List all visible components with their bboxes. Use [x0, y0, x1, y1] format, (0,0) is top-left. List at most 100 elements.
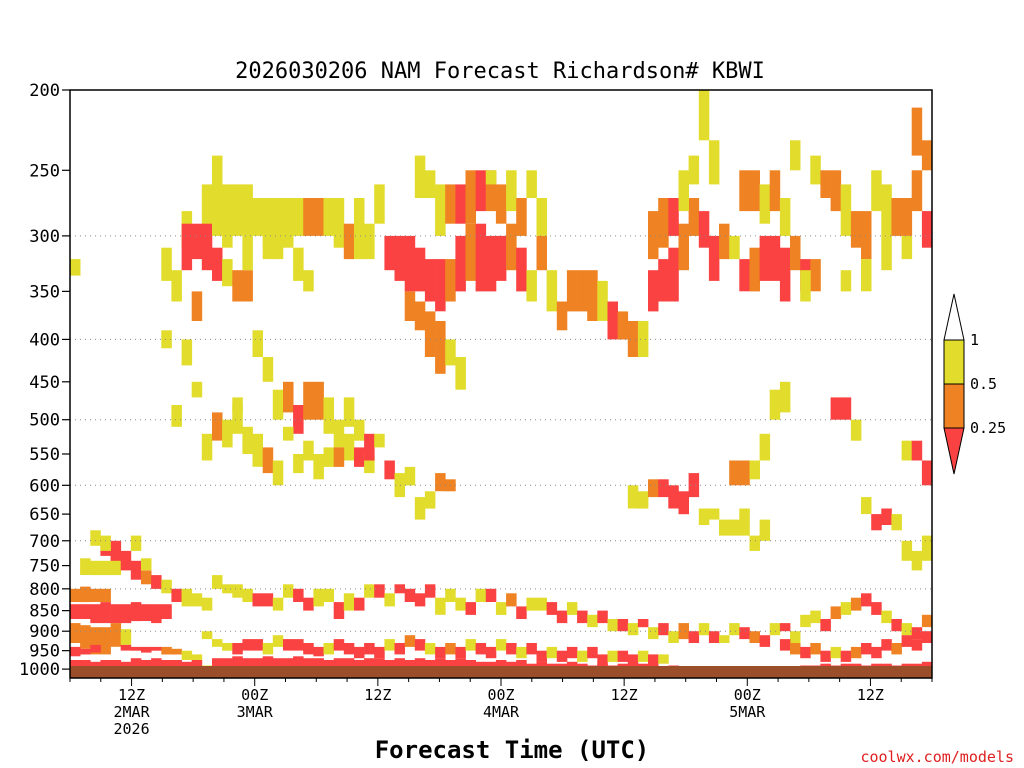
heatmap-cell	[293, 639, 304, 651]
heatmap-cell	[455, 357, 466, 390]
heatmap-cell	[485, 588, 497, 602]
heatmap-cell	[313, 381, 324, 420]
heatmap-cell	[455, 646, 466, 659]
heatmap-cell	[313, 198, 324, 236]
heatmap-cell	[242, 658, 253, 666]
heatmap-cell	[455, 597, 466, 611]
heatmap-cell	[110, 540, 122, 561]
heatmap-cell	[435, 646, 446, 659]
heatmap-cell	[191, 660, 203, 666]
heatmap-cell	[719, 223, 730, 260]
heatmap-cell	[607, 619, 618, 632]
heatmap-cell	[343, 223, 355, 260]
heatmap-cell	[840, 270, 852, 292]
heatmap-cell	[191, 291, 203, 321]
legend-swatch-top-arrow	[943, 293, 965, 341]
heatmap-cell	[810, 665, 821, 666]
heatmap-cell	[536, 235, 547, 271]
heatmap-cell	[901, 623, 913, 636]
heatmap-cell	[800, 665, 811, 666]
heatmap-cell	[850, 597, 862, 611]
y-tick-label: 200	[29, 81, 60, 101]
heatmap-cell	[424, 259, 436, 302]
heatmap-cell	[110, 660, 122, 666]
heatmap-cell	[293, 247, 304, 281]
heatmap-cell	[891, 198, 902, 236]
heatmap-cell	[181, 661, 193, 666]
heatmap-cell	[272, 198, 284, 260]
heatmap-cell	[688, 473, 700, 498]
heatmap-cell	[364, 584, 375, 598]
heatmap-cell	[272, 460, 284, 486]
heatmap-cell	[759, 635, 771, 647]
heatmap-cell	[506, 643, 517, 655]
heatmap-cell	[729, 519, 740, 536]
heatmap-cell	[465, 170, 476, 224]
heatmap-cell	[607, 650, 618, 662]
heatmap-cell	[130, 535, 142, 551]
heatmap-cell	[272, 635, 284, 647]
heatmap-cell	[141, 604, 152, 621]
heatmap-cell	[374, 433, 385, 448]
heatmap-cell	[303, 198, 314, 236]
heatmap-cell	[698, 211, 710, 248]
y-tick-label: 700	[29, 532, 60, 552]
heatmap-cell	[283, 198, 294, 248]
heatmap-cell	[536, 198, 547, 236]
heatmap-cell	[465, 639, 476, 651]
ground-surface	[70, 666, 932, 678]
chart-title: 2026030206 NAM Forecast Richardson# KBWI	[235, 59, 765, 84]
heatmap-cell	[201, 433, 213, 461]
heatmap-cell	[587, 665, 598, 666]
heatmap-cell	[374, 584, 385, 598]
heatmap-cell	[840, 650, 852, 662]
heatmap-cell	[871, 646, 882, 659]
heatmap-cell	[861, 211, 872, 260]
heatmap-cell	[232, 270, 243, 302]
heatmap-cell	[354, 198, 365, 236]
heatmap-cell	[262, 656, 274, 666]
heatmap-cell	[536, 661, 547, 666]
heatmap-cell	[303, 643, 314, 655]
heatmap-cell	[769, 389, 781, 420]
heatmap-cell	[668, 485, 679, 509]
heatmap-cell	[871, 170, 882, 212]
heatmap-cell	[637, 663, 649, 666]
heatmap-cell	[739, 627, 750, 640]
heatmap-cell	[70, 646, 81, 657]
heatmap-cell	[110, 604, 122, 624]
heatmap-cell	[850, 663, 862, 666]
heatmap-cell	[901, 635, 913, 647]
heatmap-cell	[911, 440, 923, 461]
heatmap-cell	[252, 198, 263, 236]
y-tick-label: 250	[29, 161, 60, 181]
heatmap-cell	[607, 665, 618, 666]
heatmap-cell	[455, 658, 466, 666]
heatmap-cell	[658, 479, 669, 498]
heatmap-cell	[901, 663, 913, 666]
heatmap-cell	[678, 223, 689, 271]
heatmap-cell	[759, 235, 771, 281]
heatmap-cell	[688, 198, 700, 236]
y-tick-label: 750	[29, 557, 60, 577]
heatmap-cell	[130, 602, 142, 622]
heatmap-cell	[556, 301, 568, 331]
heatmap-cell	[698, 508, 710, 525]
heatmap-cell	[161, 579, 172, 594]
heatmap-cell	[577, 270, 588, 312]
heatmap-cell	[597, 654, 608, 666]
heatmap-cell	[374, 658, 385, 666]
heatmap-cell	[556, 650, 568, 662]
heatmap-cell	[729, 460, 740, 486]
heatmap-cell	[901, 198, 913, 236]
heatmap-cell	[911, 663, 923, 666]
heatmap-cell	[120, 550, 132, 571]
legend-label: 1	[970, 331, 979, 349]
heatmap-cell	[414, 593, 426, 607]
heatmap-cell	[262, 235, 274, 260]
heatmap-cell	[424, 170, 436, 198]
heatmap-cell	[678, 623, 689, 640]
heatmap-cell	[901, 440, 913, 461]
heatmap-cell	[100, 560, 111, 576]
y-tick-label: 900	[29, 622, 60, 642]
